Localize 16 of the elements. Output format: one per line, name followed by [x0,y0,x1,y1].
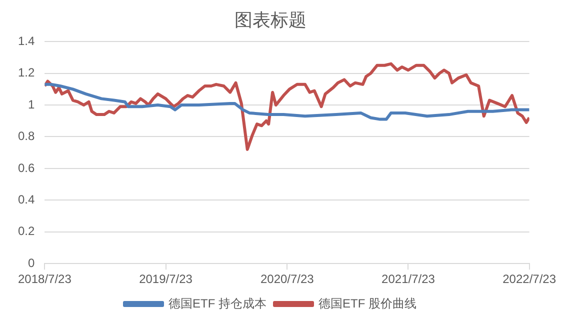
y-tick-label: 1 [28,97,35,112]
legend-label: 德国ETF 股价曲线 [318,296,416,310]
y-tick-label: 1.4 [18,34,35,48]
x-tick-label: 2020/7/23 [260,272,314,286]
y-tick-label: 0.2 [18,224,35,238]
chart-title: 图表标题 [234,10,306,30]
x-tick-label: 2022/7/23 [502,272,556,286]
legend-label: 德国ETF 持仓成本 [168,296,266,310]
x-tick-label: 2019/7/23 [139,272,193,286]
y-tick-label: 0.4 [18,192,35,206]
y-tick-label: 0 [28,256,35,270]
y-tick-label: 0.6 [18,160,35,175]
y-tick-label: 0.8 [18,129,35,144]
x-tick-label: 2021/7/23 [382,272,436,286]
y-tick-label: 1.2 [18,66,35,80]
x-tick-label: 2018/7/23 [18,272,72,286]
